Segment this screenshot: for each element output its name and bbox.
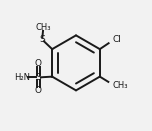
Text: O: O <box>35 59 42 68</box>
Text: S: S <box>36 73 41 82</box>
Text: CH₃: CH₃ <box>35 23 51 32</box>
Text: H₂N: H₂N <box>14 73 30 82</box>
Text: CH₃: CH₃ <box>113 81 128 90</box>
Text: S: S <box>40 35 45 44</box>
Text: Cl: Cl <box>113 36 122 44</box>
Text: O: O <box>35 86 42 95</box>
